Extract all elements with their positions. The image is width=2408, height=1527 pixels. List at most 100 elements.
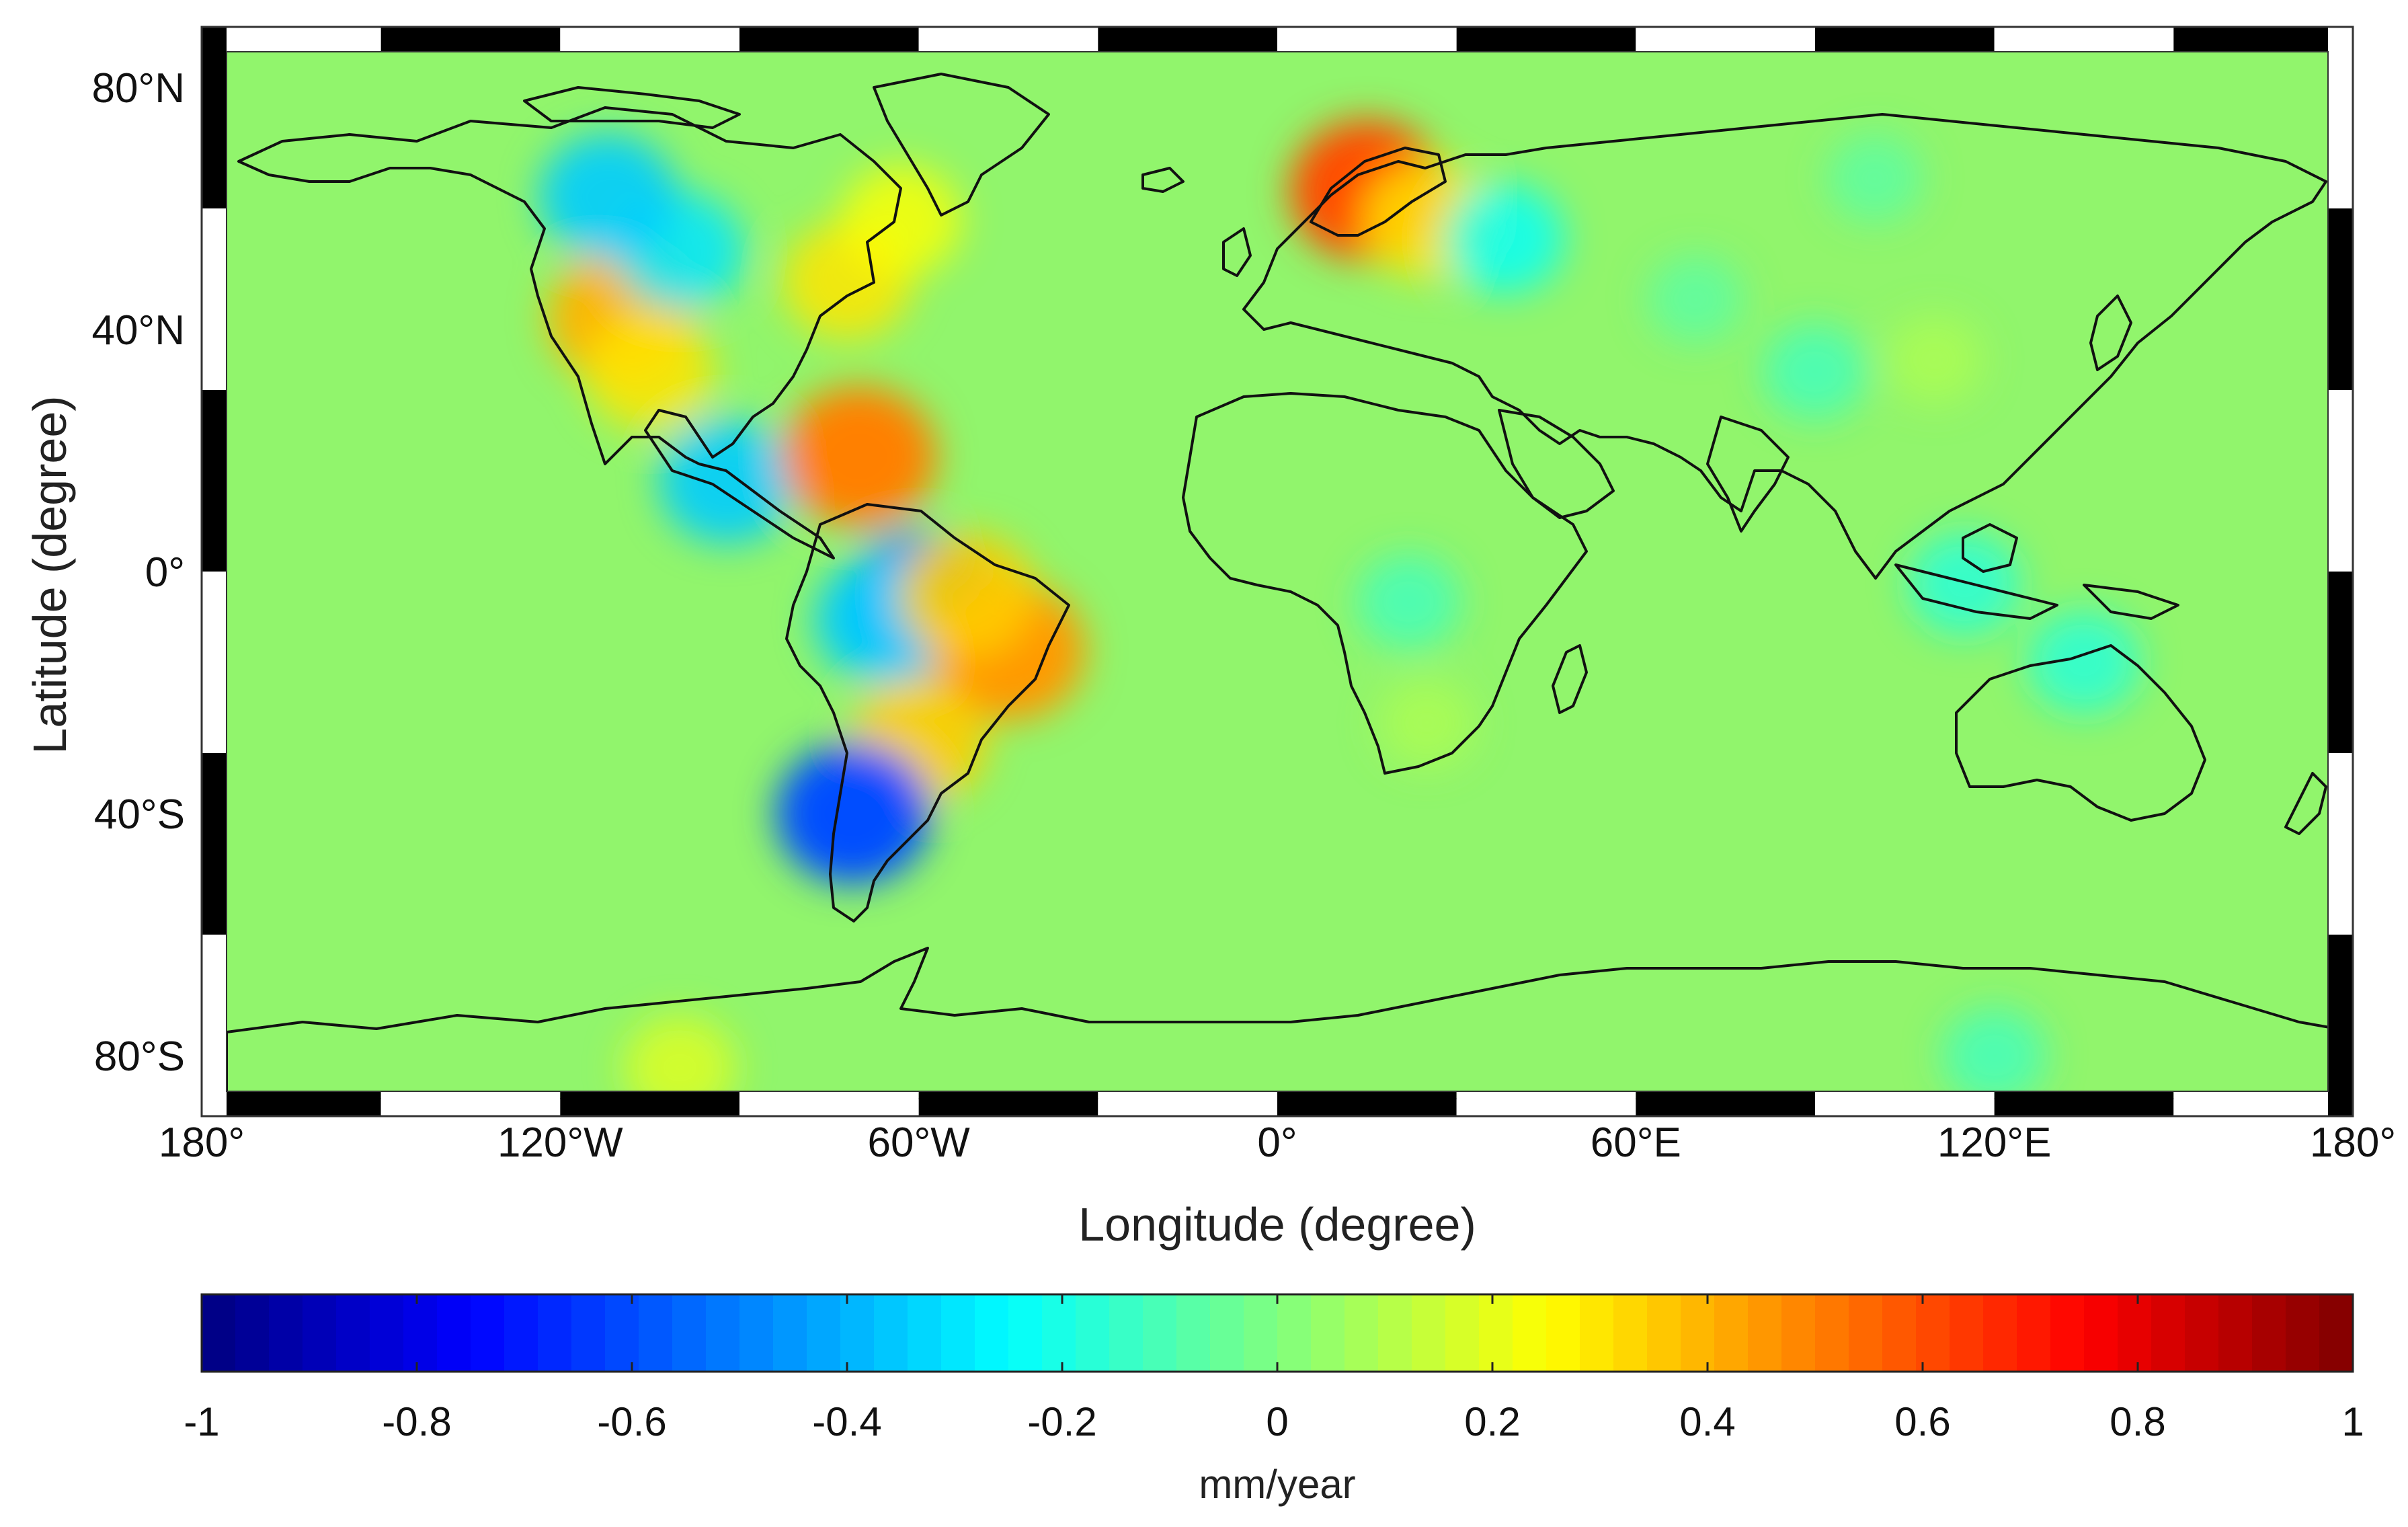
frame-top-segment: [1815, 27, 1995, 52]
coast-indonesia: [1894, 563, 2058, 620]
colorbar-step: [1950, 1294, 1984, 1372]
frame-right-segment: [2328, 390, 2353, 572]
colorbar-tick-label: 0.4: [1679, 1399, 1735, 1444]
coast-japan: [2089, 295, 2132, 371]
colorbar-step: [1613, 1294, 1648, 1372]
y-axis-title: Latitude (degree): [24, 395, 76, 754]
x-tick-label: 120°W: [497, 1120, 623, 1166]
colorbar-step: [1714, 1294, 1749, 1372]
colorbar-step: [1008, 1294, 1043, 1372]
colorbar-step: [605, 1294, 639, 1372]
coast-india: [1706, 416, 1790, 533]
anomaly-western-russia: [1443, 183, 1566, 295]
coastline-layer: [227, 73, 2337, 1099]
colorbar-step: [2050, 1294, 2085, 1372]
colorbar-step: [2252, 1294, 2286, 1372]
coast-eurasia: [1242, 113, 2327, 580]
frame-bottom-segment: [1994, 1091, 2174, 1116]
anomaly-layer: [539, 120, 2141, 1099]
coast-africa: [1182, 392, 1588, 775]
colorbar-tick-label: 0.6: [1894, 1399, 1950, 1444]
frame-bottom-segment: [918, 1091, 1098, 1116]
frame-inner-outline: [226, 51, 2329, 1092]
frame-left-segment: [202, 572, 227, 753]
frame-top-segment: [2173, 27, 2353, 52]
frame-top-segment: [380, 27, 561, 52]
colorbar-step: [471, 1294, 505, 1372]
colorbar-step: [202, 1294, 236, 1372]
colorbar-step: [1277, 1294, 1312, 1372]
colorbar-step: [1513, 1294, 1547, 1372]
colorbar-step: [874, 1294, 908, 1372]
x-tick-label: 120°E: [1937, 1120, 2052, 1166]
coast-iceland: [1141, 167, 1185, 193]
colorbar-step: [571, 1294, 606, 1372]
frame-right-segment: [2328, 753, 2353, 935]
coast-britain: [1222, 227, 1252, 277]
frame-top-segment: [1994, 27, 2174, 52]
anomaly-northeast-brazil: [897, 533, 1036, 659]
coast-greenland: [873, 73, 1050, 217]
frame-right-segment: [2328, 27, 2353, 208]
anomaly-east-antarctica: [1941, 1007, 2047, 1099]
colorbar: -1 -0.8 -0.6 -0.4 -0.2 0 0.2 0.4 0.6 0.8 1 mm/year: [184, 1293, 2364, 1507]
colorbar-step: [1681, 1294, 1715, 1372]
frame-bottom-segment: [560, 1091, 739, 1116]
colorbar-step: [2118, 1294, 2152, 1372]
colorbar-step: [1378, 1294, 1412, 1372]
colorbar-step: [2218, 1294, 2253, 1372]
map-frame: [200, 26, 2354, 1118]
x-tick-label: 0°: [1257, 1120, 1297, 1166]
frame-left-segment: [202, 753, 227, 935]
colorbar-step: [1983, 1294, 2017, 1372]
coast-south-america: [785, 503, 1070, 923]
colorbar-step: [303, 1294, 337, 1372]
colorbar-step: [504, 1294, 538, 1372]
colorbar-step: [1916, 1294, 1950, 1372]
frame-top-segment: [202, 27, 381, 52]
y-tick-label: 0°: [145, 549, 185, 596]
colorbar-step: [840, 1294, 875, 1372]
colorbar-step: [1849, 1294, 1883, 1372]
anomaly-central-asia: [1647, 255, 1744, 344]
frame-top-segment: [739, 27, 919, 52]
colorbar-step: [1882, 1294, 1917, 1372]
colorbar-step: [1244, 1294, 1278, 1372]
frame-left-segment: [202, 935, 227, 1116]
colorbar-gradient: [202, 1294, 2354, 1372]
y-tick-label: 40°S: [94, 791, 185, 838]
anomaly-tibet: [1762, 323, 1868, 420]
frame-bottom-segment: [1277, 1091, 1457, 1116]
colorbar-unit-label: mm/year: [1199, 1462, 1355, 1507]
x-tick-label: 180°: [159, 1120, 245, 1166]
colorbar-step: [1412, 1294, 1446, 1372]
frame-bottom-segment: [1636, 1091, 1815, 1116]
frame-outline: [200, 26, 2354, 1118]
anomaly-northern-australia: [2027, 611, 2141, 714]
x-tick-label: 60°W: [868, 1120, 971, 1166]
colorbar-step: [672, 1294, 707, 1372]
frame-right-segment: [2328, 935, 2353, 1116]
anomaly-labrador: [840, 165, 962, 276]
colorbar-tick-label: 0.2: [1464, 1399, 1520, 1444]
coast-north-america: [237, 106, 902, 559]
frame-right-segment: [2328, 572, 2353, 753]
colorbar-tick-label: -0.6: [597, 1399, 666, 1444]
frame-bottom-segment: [1456, 1091, 1636, 1116]
frame-bottom-segment: [2173, 1091, 2353, 1116]
anomaly-western-canada: [539, 133, 677, 260]
colorbar-step: [1311, 1294, 1345, 1372]
colorbar-step: [1647, 1294, 1681, 1372]
frame-top-segment: [918, 27, 1098, 52]
frame-left-segment: [202, 208, 227, 390]
colorbar-step: [1479, 1294, 1513, 1372]
colorbar-step: [1042, 1294, 1076, 1372]
coast-madagascar: [1552, 644, 1588, 714]
frame-bottom-segment: [202, 1091, 381, 1116]
colorbar-step: [1580, 1294, 1614, 1372]
colorbar-step: [773, 1294, 807, 1372]
colorbar-step: [1748, 1294, 1782, 1372]
colorbar-step: [941, 1294, 975, 1372]
anomaly-central-america: [658, 418, 797, 544]
